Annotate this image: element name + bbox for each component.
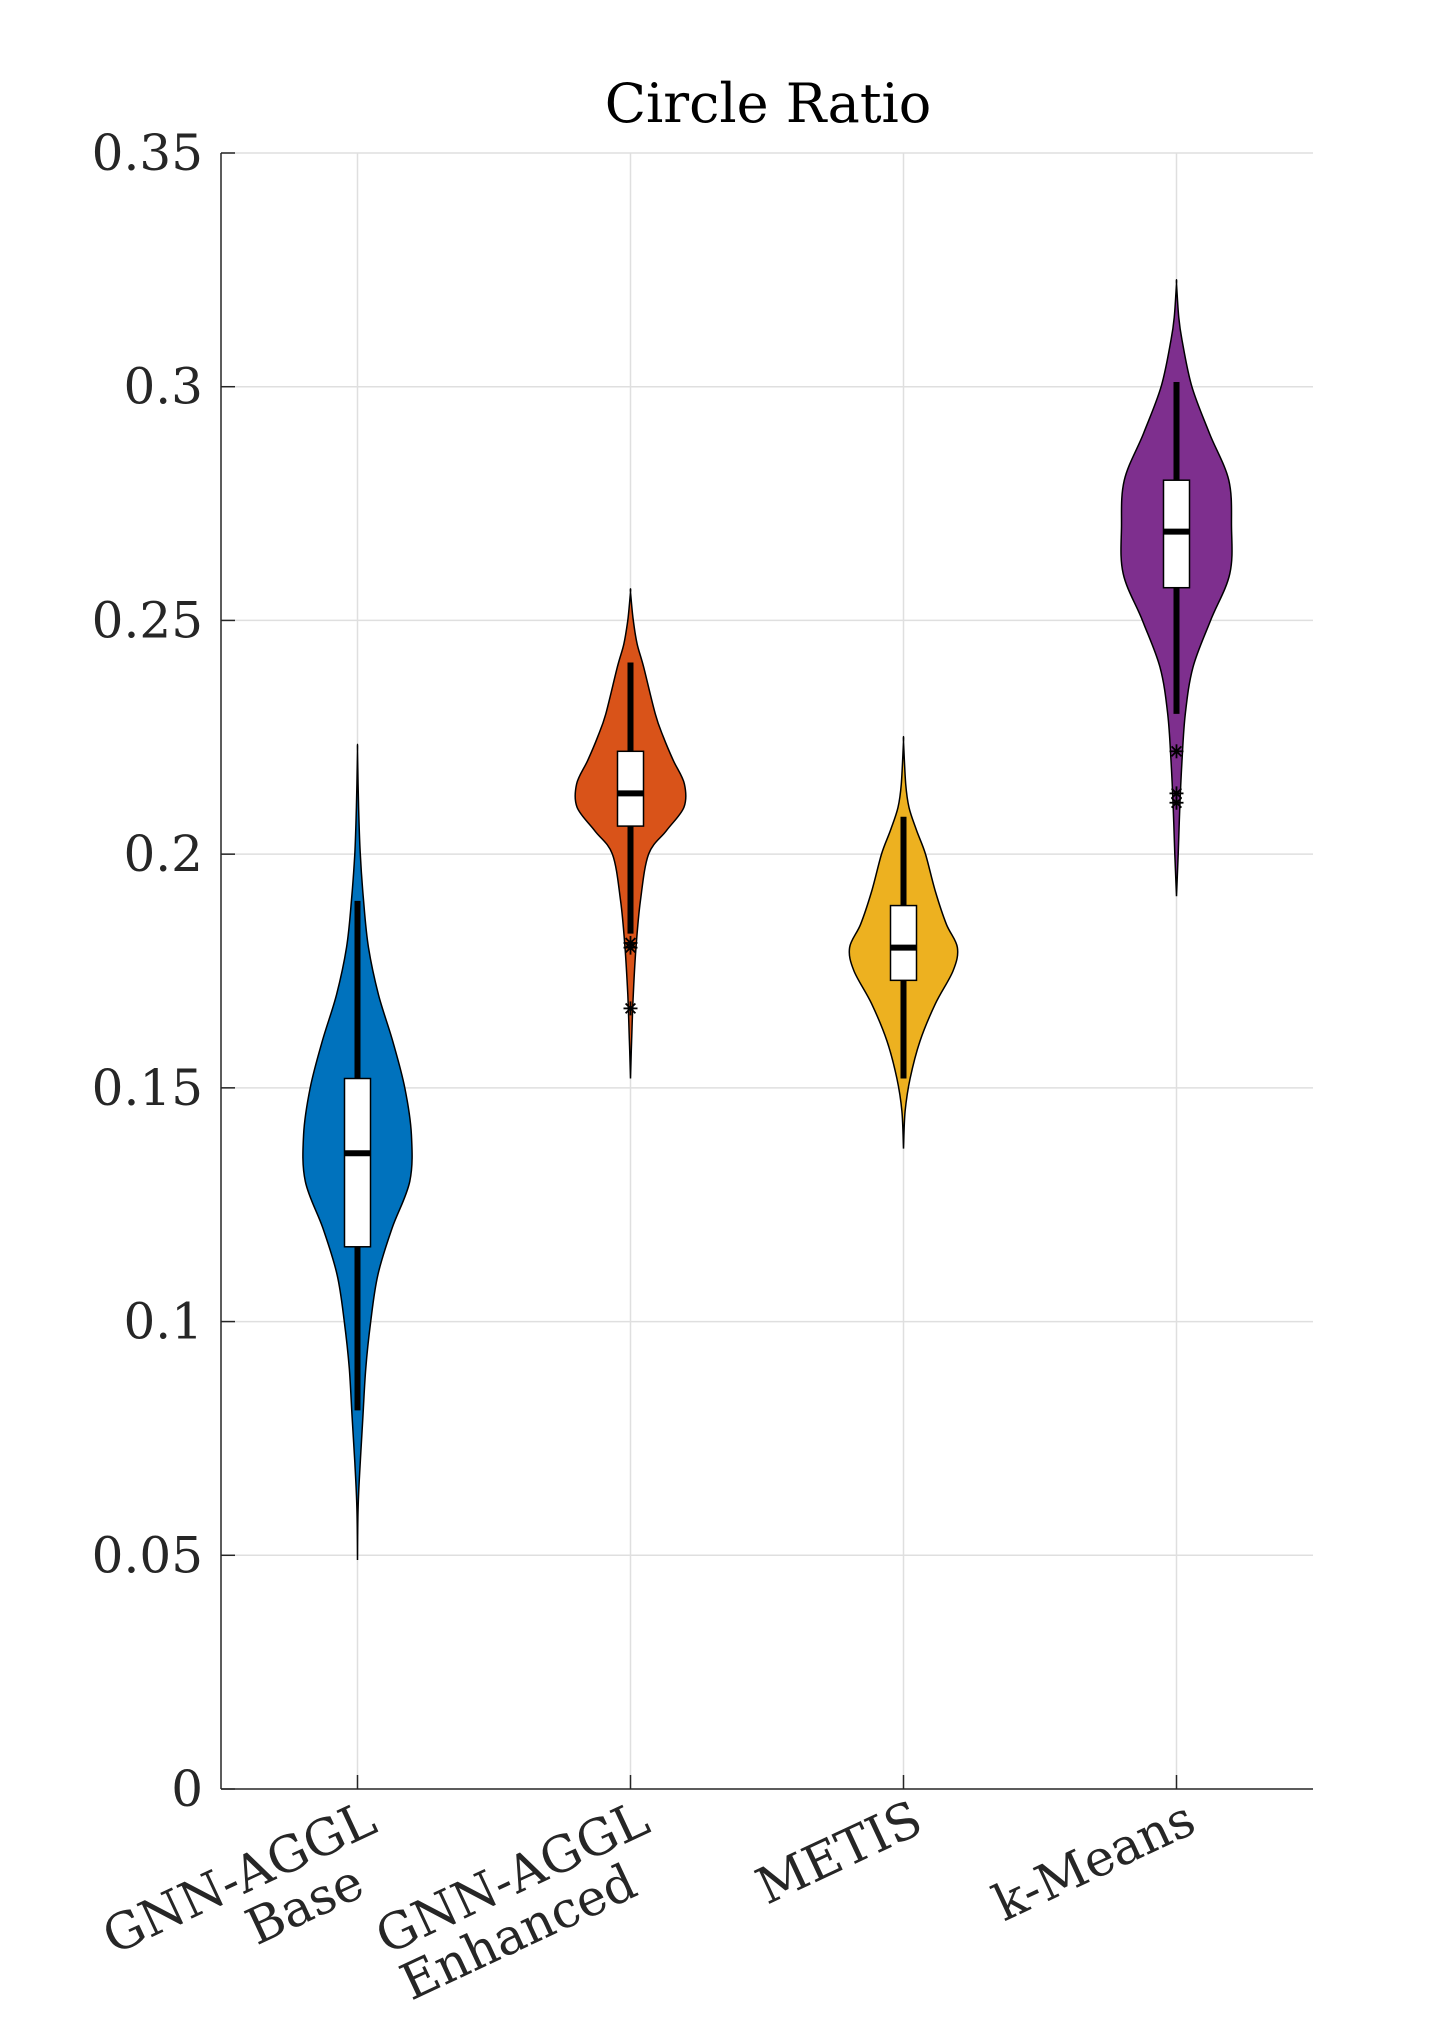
outlier-marker [623, 1001, 638, 1016]
iqr-box [616, 750, 645, 827]
iqr-box [343, 1077, 372, 1248]
y-tick-label: 0 [171, 1760, 203, 1818]
chart-title: Circle Ratio [605, 72, 932, 135]
y-tick-label: 0.25 [92, 591, 203, 649]
y-tick-label: 0.1 [123, 1293, 203, 1351]
outlier-marker [623, 935, 638, 950]
y-axis-ticks: 0 0.05 0.1 0.15 0.2 0.25 0.3 0.35 [92, 124, 235, 1818]
y-tick-label: 0.15 [92, 1059, 203, 1117]
y-tick-label: 0.3 [123, 358, 203, 416]
violin-plots [302, 279, 1233, 1561]
violin-series-2 [574, 588, 687, 1079]
axes [220, 153, 1313, 1790]
y-tick-label: 0.2 [123, 825, 203, 883]
violin-series-4 [1120, 279, 1233, 897]
y-tick-label: 0.05 [92, 1526, 203, 1584]
y-tick-label: 0.35 [92, 124, 203, 182]
iqr-box [889, 904, 918, 982]
outlier-marker [1169, 786, 1184, 801]
violin-series-1 [302, 743, 413, 1561]
outlier-marker [1169, 744, 1184, 759]
violin-series-3 [848, 735, 959, 1149]
